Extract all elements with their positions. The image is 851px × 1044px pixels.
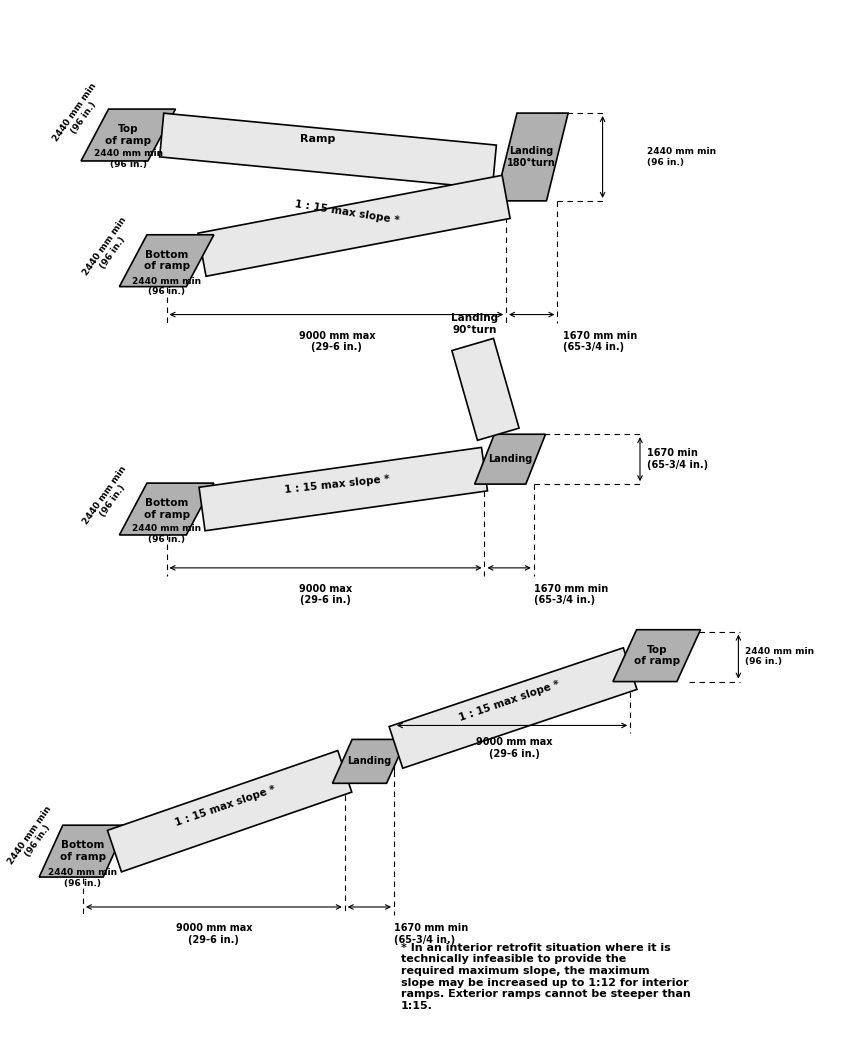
Text: 2440 mm min
(96 in.): 2440 mm min (96 in.) xyxy=(49,869,117,887)
Text: Landing
180°turn: Landing 180°turn xyxy=(507,146,556,168)
Text: 1670 min
(65-3/4 in.): 1670 min (65-3/4 in.) xyxy=(647,448,708,470)
Polygon shape xyxy=(613,630,700,682)
Polygon shape xyxy=(495,113,568,200)
Text: 2440 mm min
(96 in.): 2440 mm min (96 in.) xyxy=(6,804,61,872)
Text: Bottom
of ramp: Bottom of ramp xyxy=(144,498,190,520)
Text: 2440 mm min
(96 in.): 2440 mm min (96 in.) xyxy=(647,147,716,167)
Polygon shape xyxy=(389,647,637,768)
Text: * In an interior retrofit situation where it is
technically infeasible to provid: * In an interior retrofit situation wher… xyxy=(401,943,691,1011)
Polygon shape xyxy=(333,739,406,783)
Text: 1 : 15 max slope *: 1 : 15 max slope * xyxy=(458,680,561,723)
Text: Landing: Landing xyxy=(488,454,532,465)
Text: Top
of ramp: Top of ramp xyxy=(634,645,680,666)
Text: 2440 mm min
(96 in.): 2440 mm min (96 in.) xyxy=(94,149,163,169)
Text: 1670 mm min
(65-3/4 in.): 1670 mm min (65-3/4 in.) xyxy=(534,584,608,606)
Text: 2440 mm min
(96 in.): 2440 mm min (96 in.) xyxy=(81,465,136,532)
Polygon shape xyxy=(119,235,214,287)
Text: 1670 mm min
(65-3/4 in.): 1670 mm min (65-3/4 in.) xyxy=(394,923,468,945)
Text: 1 : 15 max slope *: 1 : 15 max slope * xyxy=(283,474,390,495)
Text: Ramp: Ramp xyxy=(300,134,335,144)
Text: 2440 mm min
(96 in.): 2440 mm min (96 in.) xyxy=(745,647,814,666)
Text: 1 : 15 max slope *: 1 : 15 max slope * xyxy=(294,199,400,227)
Text: Top
of ramp: Top of ramp xyxy=(106,124,151,146)
Text: 2440 mm min
(96 in.): 2440 mm min (96 in.) xyxy=(132,524,201,544)
Polygon shape xyxy=(160,113,496,189)
Polygon shape xyxy=(39,825,127,877)
Polygon shape xyxy=(81,110,175,161)
Text: 9000 mm max
(29-6 in.): 9000 mm max (29-6 in.) xyxy=(476,737,552,759)
Text: Landing: Landing xyxy=(347,756,391,766)
Text: 1 : 15 max slope *: 1 : 15 max slope * xyxy=(174,784,277,828)
Text: 9000 mm max
(29-6 in.): 9000 mm max (29-6 in.) xyxy=(175,923,252,945)
Text: 9000 max
(29-6 in.): 9000 max (29-6 in.) xyxy=(299,584,351,606)
Text: Bottom
of ramp: Bottom of ramp xyxy=(60,840,106,862)
Text: Bottom
of ramp: Bottom of ramp xyxy=(144,250,190,271)
Text: 2440 mm min
(96 in.): 2440 mm min (96 in.) xyxy=(81,216,136,284)
Polygon shape xyxy=(198,175,510,277)
Text: 2440 mm min
(96 in.): 2440 mm min (96 in.) xyxy=(51,81,106,149)
Polygon shape xyxy=(452,338,519,441)
Polygon shape xyxy=(199,448,488,530)
Text: 1670 mm min
(65-3/4 in.): 1670 mm min (65-3/4 in.) xyxy=(563,331,637,352)
Polygon shape xyxy=(475,434,545,484)
Polygon shape xyxy=(119,483,214,535)
Text: 9000 mm max
(29-6 in.): 9000 mm max (29-6 in.) xyxy=(299,331,375,352)
Text: Landing
90°turn: Landing 90°turn xyxy=(451,313,498,334)
Polygon shape xyxy=(107,751,351,872)
Text: 2440 mm min
(96 in.): 2440 mm min (96 in.) xyxy=(132,277,201,296)
